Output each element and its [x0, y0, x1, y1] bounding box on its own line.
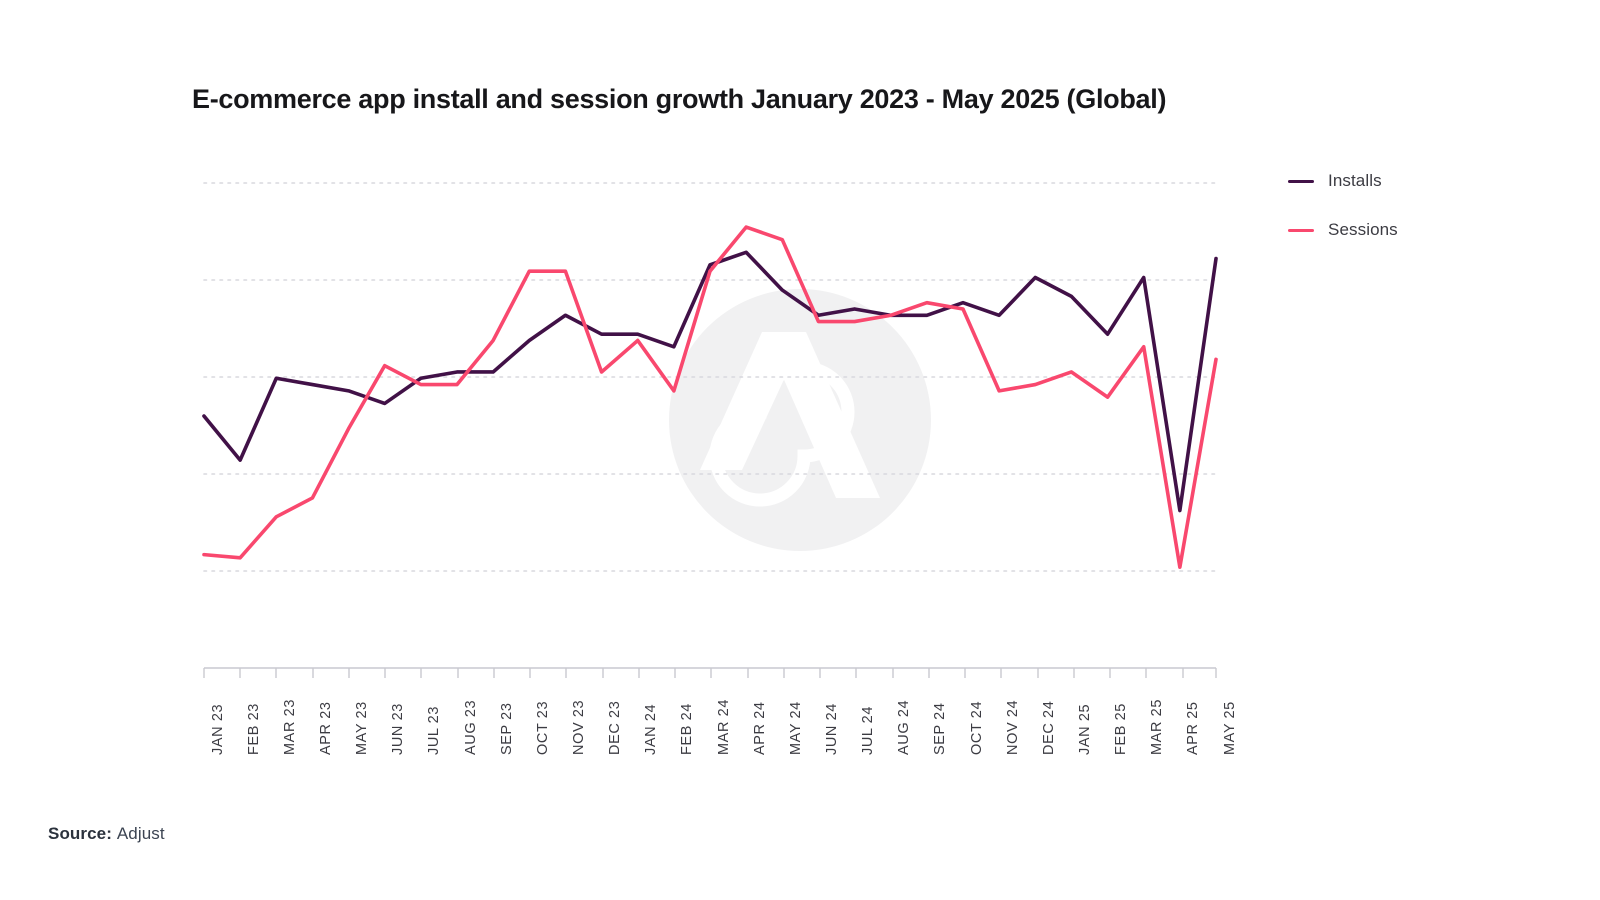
x-tick-label: NOV 24 [1004, 699, 1021, 755]
x-tick-label: APR 24 [751, 701, 768, 755]
x-tick-label: JUL 24 [860, 705, 877, 755]
legend-item-installs[interactable]: Installs [1288, 165, 1528, 197]
x-tick-label: MAR 24 [715, 699, 732, 755]
x-tick-label: JUL 23 [426, 705, 443, 755]
x-tick-label: OCT 24 [968, 700, 985, 755]
legend-item-sessions[interactable]: Sessions [1288, 214, 1528, 246]
page-title: E-commerce app install and session growt… [192, 84, 1167, 114]
legend-label-installs: Installs [1328, 171, 1382, 190]
x-tick-label: APR 25 [1185, 701, 1202, 755]
x-tick-label: JUN 24 [823, 703, 840, 755]
legend-swatch-installs [1288, 179, 1314, 183]
gridlines [203, 182, 1217, 572]
source-value: Adjust [116, 824, 165, 843]
x-tick-label: OCT 23 [534, 700, 551, 755]
adjust-logo-watermark [669, 289, 931, 551]
x-tick-label: DEC 23 [607, 700, 624, 755]
x-tick-label: JUN 23 [390, 703, 407, 755]
legend-swatch-sessions [1288, 228, 1314, 232]
x-tick-label: AUG 23 [462, 699, 479, 755]
x-tick-label: FEB 23 [245, 703, 262, 755]
x-tick-label: APR 23 [317, 701, 334, 755]
x-tick-label: DEC 24 [1040, 700, 1057, 755]
source-label: Source: [48, 824, 112, 843]
x-tick-label: MAY 23 [354, 701, 371, 755]
x-tick-label: MAR 23 [281, 699, 298, 755]
chart-legend: Installs Sessions [1288, 165, 1528, 263]
x-axis [203, 667, 1217, 678]
legend-label-sessions: Sessions [1328, 220, 1398, 239]
series-line-sessions [202, 225, 1218, 570]
x-tick-label: JAN 24 [643, 703, 660, 755]
x-tick-label: MAR 25 [1149, 699, 1166, 755]
x-tick-label: NOV 23 [570, 699, 587, 755]
series-line-installs [202, 250, 1218, 513]
x-tick-label: JAN 25 [1076, 703, 1093, 755]
x-tick-label: MAY 24 [787, 701, 804, 755]
x-tick-label: FEB 25 [1113, 703, 1130, 755]
x-tick-label: MAY 25 [1221, 701, 1238, 755]
x-tick-label: SEP 23 [498, 702, 515, 755]
x-tick-label: FEB 24 [679, 703, 696, 755]
x-tick-label: SEP 24 [932, 702, 949, 755]
x-tick-label: JAN 23 [209, 703, 226, 755]
x-tick-label: AUG 24 [896, 699, 913, 755]
source-note: Source: Adjust [48, 824, 165, 844]
